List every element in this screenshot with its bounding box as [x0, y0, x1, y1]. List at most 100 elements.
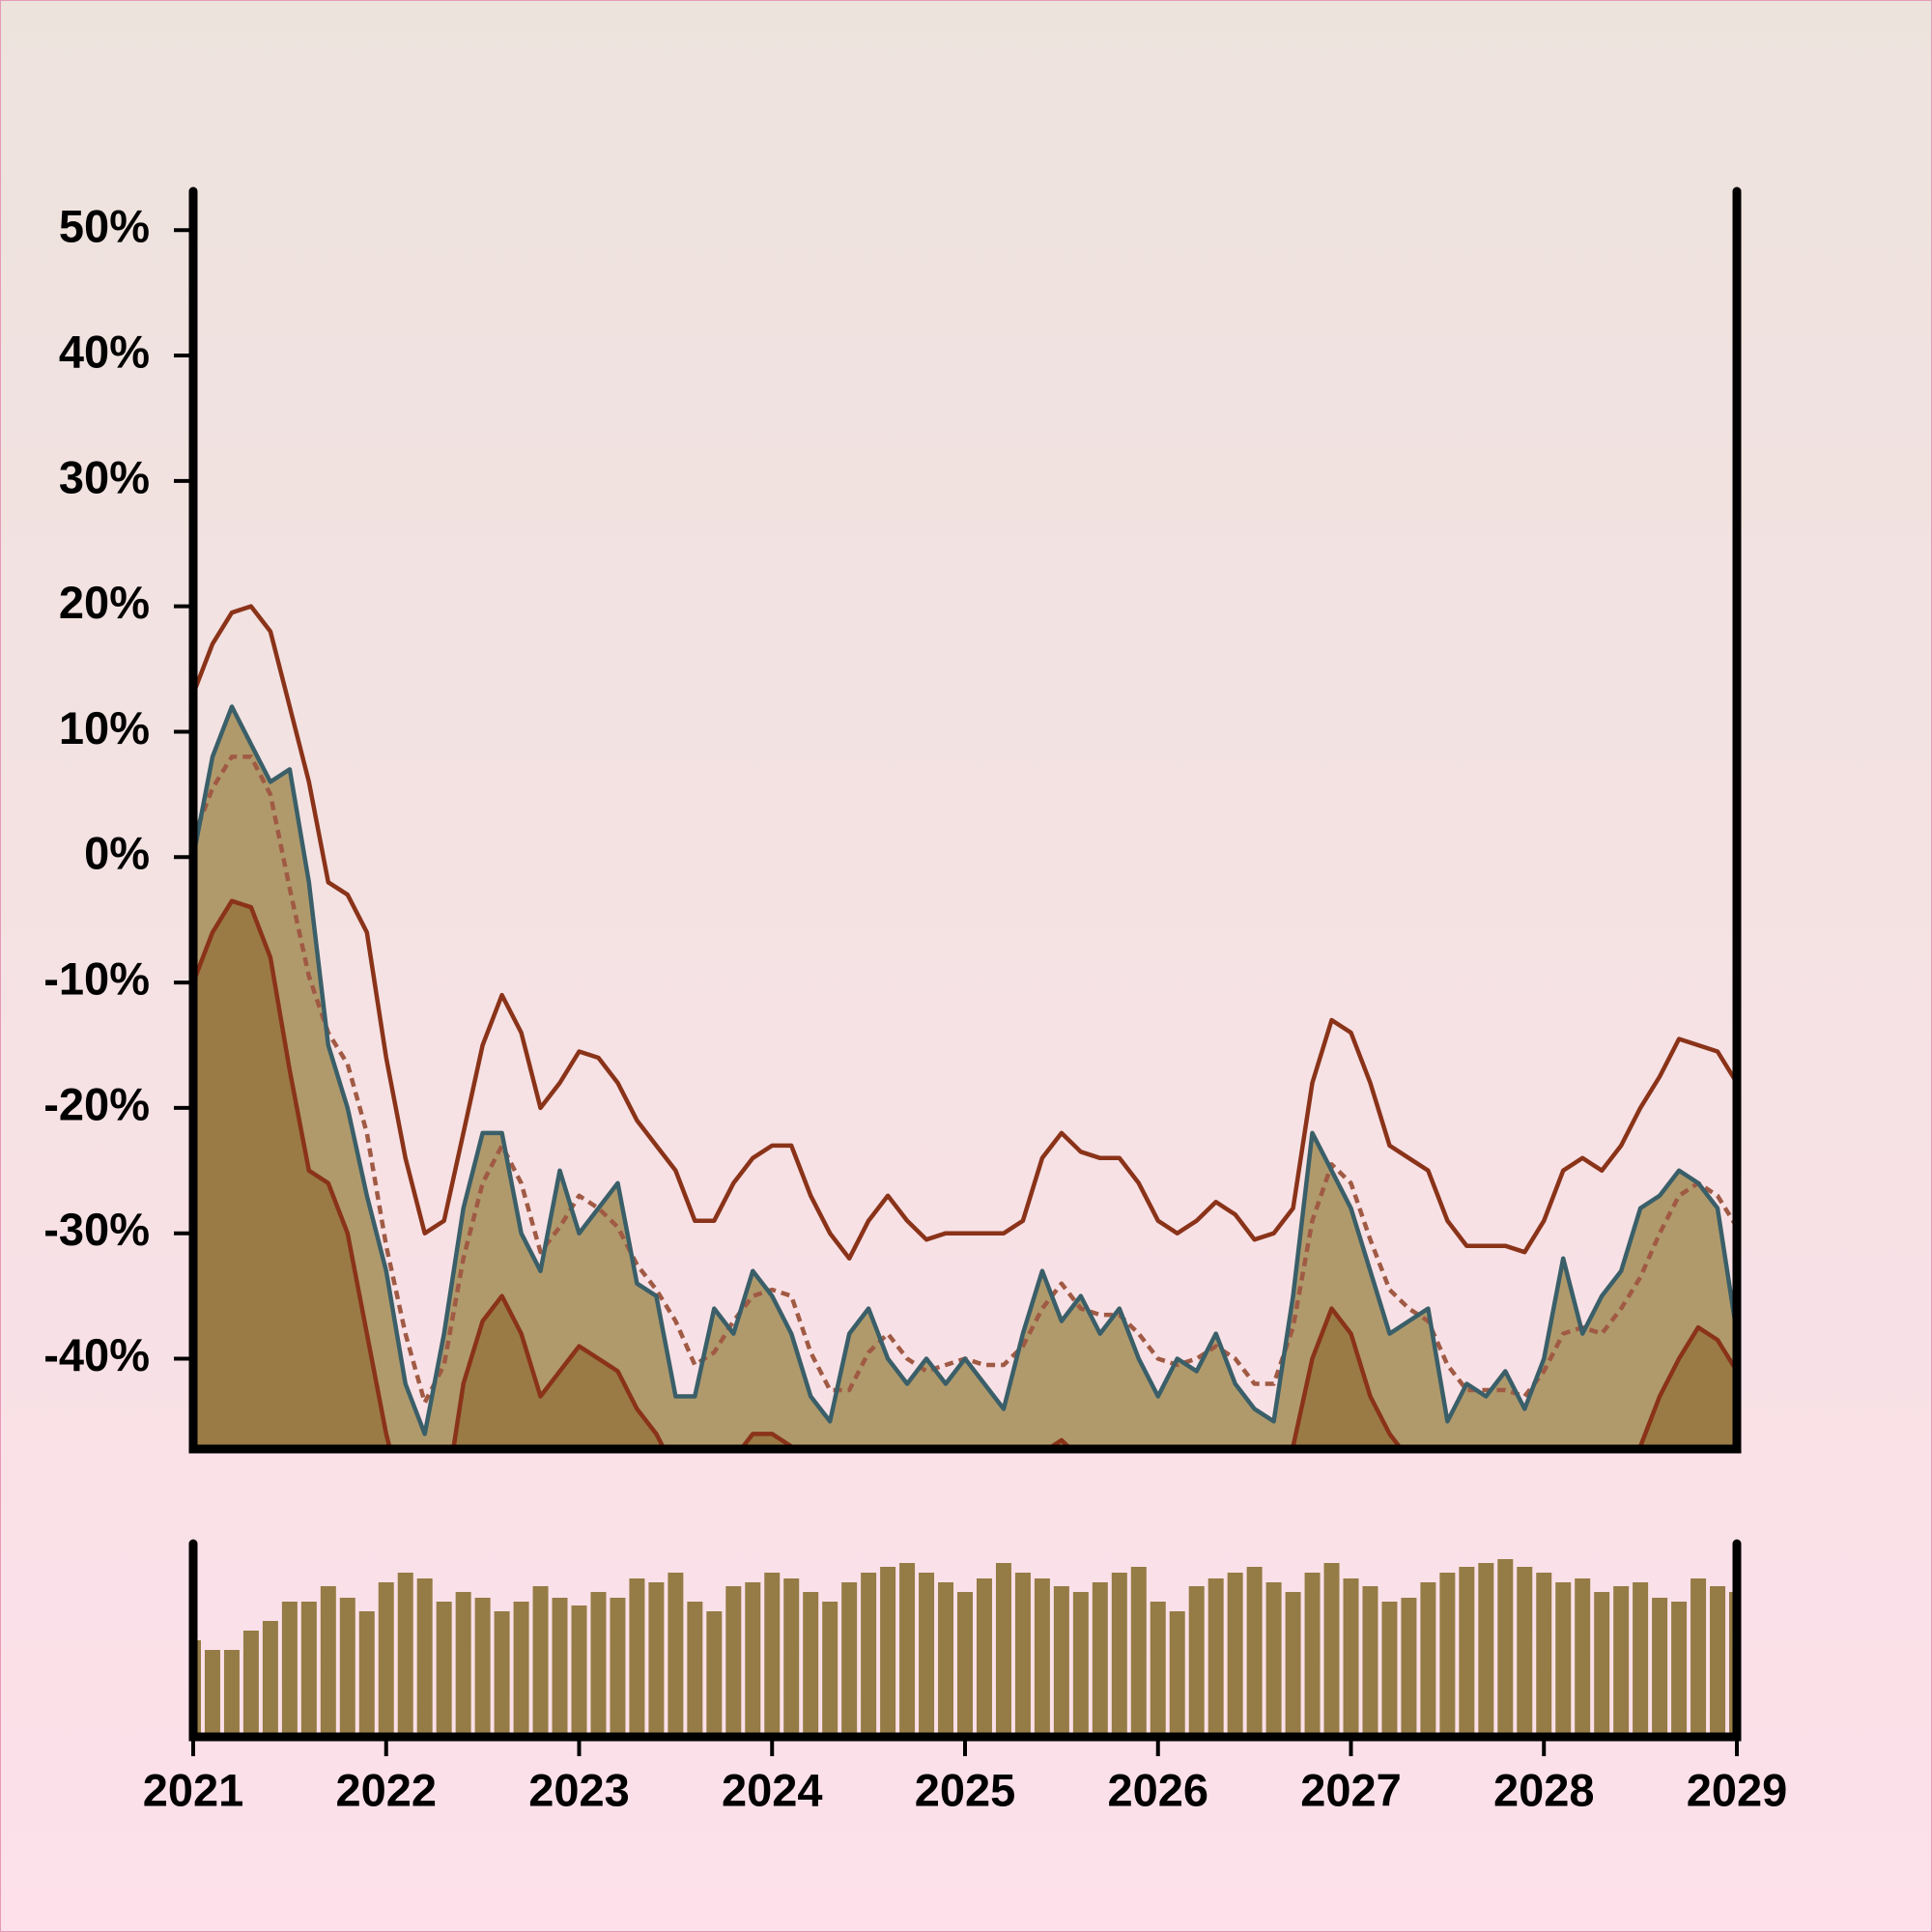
- volume-bar: [358, 1611, 375, 1737]
- y-tick-label: 30%: [59, 451, 150, 502]
- volume-bar: [1575, 1578, 1591, 1737]
- volume-bar: [976, 1578, 992, 1737]
- volume-bar: [242, 1631, 259, 1737]
- x-tick-label: 2021: [143, 1764, 244, 1815]
- volume-bar: [957, 1592, 973, 1737]
- volume-bar: [1072, 1592, 1089, 1737]
- volume-bar: [416, 1578, 433, 1737]
- x-tick-label: 2022: [335, 1764, 437, 1815]
- volume-bar: [494, 1611, 510, 1737]
- volume-bar: [1613, 1586, 1630, 1737]
- volume-bar: [1710, 1586, 1726, 1737]
- volume-bar: [687, 1602, 703, 1737]
- y-tick-label: 50%: [59, 201, 150, 252]
- x-tick-label: 2023: [528, 1764, 630, 1815]
- volume-bar: [822, 1602, 838, 1737]
- volume-bar: [1227, 1573, 1243, 1737]
- y-tick-label: -40%: [43, 1329, 150, 1380]
- volume-bar: [1439, 1573, 1456, 1737]
- volume-bar: [1304, 1573, 1321, 1737]
- volume-bar: [513, 1602, 529, 1737]
- x-tick-label: 2028: [1493, 1764, 1595, 1815]
- volume-bar: [1014, 1573, 1031, 1737]
- volume-bar: [320, 1586, 336, 1737]
- x-tick-label: 2027: [1300, 1764, 1402, 1815]
- volume-bar: [436, 1602, 452, 1737]
- volume-bar: [455, 1592, 471, 1737]
- volume-bar: [590, 1592, 607, 1737]
- volume-bar: [1208, 1578, 1224, 1737]
- volume-bar: [1362, 1586, 1378, 1737]
- y-tick-label: 0%: [84, 828, 150, 879]
- volume-bar: [1497, 1559, 1514, 1737]
- volume-bar: [1265, 1582, 1282, 1737]
- main-plot: [193, 604, 1737, 1449]
- volume-bar: [1633, 1582, 1649, 1737]
- volume-bar: [1420, 1582, 1436, 1737]
- x-tick-label: 2029: [1687, 1764, 1788, 1815]
- volume-bar: [1536, 1573, 1552, 1737]
- volume-bar: [899, 1563, 916, 1737]
- y-tick-label: -30%: [43, 1204, 150, 1255]
- volume-bar: [339, 1598, 355, 1737]
- volume-bar: [1188, 1586, 1205, 1737]
- line: [193, 604, 1737, 1261]
- y-tick-label: 20%: [59, 577, 150, 628]
- volume-bar: [300, 1602, 317, 1737]
- volume-bar: [783, 1578, 800, 1737]
- volume-bar: [1401, 1598, 1417, 1737]
- volume-bar: [1053, 1586, 1069, 1737]
- volume-bar: [629, 1578, 645, 1737]
- volume-bar: [1381, 1602, 1398, 1737]
- volume-bar: [841, 1582, 858, 1737]
- volume-bar: [281, 1602, 298, 1737]
- volume-bar: [803, 1592, 819, 1737]
- volume-bar: [1690, 1578, 1707, 1737]
- volume-bar: [378, 1582, 394, 1737]
- volume-bar: [861, 1573, 877, 1737]
- y-tick-label: -20%: [43, 1078, 150, 1129]
- volume-bar: [1652, 1598, 1668, 1737]
- volume-bar: [1130, 1567, 1147, 1737]
- volume-bar: [397, 1573, 413, 1737]
- area: [193, 706, 1737, 1449]
- volume-bar: [1343, 1578, 1359, 1737]
- x-tick-label: 2026: [1107, 1764, 1208, 1815]
- volume-bar: [474, 1598, 491, 1737]
- volume-bar: [1111, 1573, 1127, 1737]
- volume-bar: [1517, 1567, 1533, 1737]
- volume-bar: [745, 1582, 761, 1737]
- volume-bar: [706, 1611, 723, 1737]
- volume-bar: [764, 1573, 781, 1737]
- volume-bar: [938, 1582, 954, 1737]
- volume-bar: [1246, 1567, 1263, 1737]
- volume-bar: [1034, 1578, 1050, 1737]
- volume-bar: [725, 1586, 742, 1737]
- volume-bar: [1478, 1563, 1494, 1737]
- volume-bar: [1671, 1602, 1688, 1737]
- volume-bar: [1150, 1602, 1166, 1737]
- volume-bar: [1594, 1592, 1610, 1737]
- volume-bar: [223, 1650, 240, 1737]
- volume-bar: [1459, 1567, 1475, 1737]
- volume-bar: [648, 1582, 665, 1737]
- y-tick-label: 40%: [59, 326, 150, 377]
- volume-bar: [552, 1598, 568, 1737]
- volume-bar: [1092, 1582, 1108, 1737]
- volume-bar: [1555, 1582, 1572, 1737]
- volume-bar: [880, 1567, 896, 1737]
- volume-bar: [204, 1650, 220, 1737]
- axes: -40% -30% -20% -10% 0% 10% 20% 30% 40% 50%: [43, 186, 1742, 1454]
- y-tick-label: -10%: [43, 953, 150, 1005]
- axis-frame: [188, 1539, 1742, 1742]
- volume-bar: [995, 1563, 1011, 1737]
- volume-bar: [262, 1621, 278, 1737]
- volume-bar: [1285, 1592, 1301, 1737]
- volume-bar: [532, 1586, 549, 1737]
- volume-bar: [668, 1573, 684, 1737]
- axis-frame: [188, 186, 1742, 1454]
- line: [193, 704, 1737, 1436]
- volume-bar: [571, 1605, 587, 1737]
- area: [193, 900, 1737, 1449]
